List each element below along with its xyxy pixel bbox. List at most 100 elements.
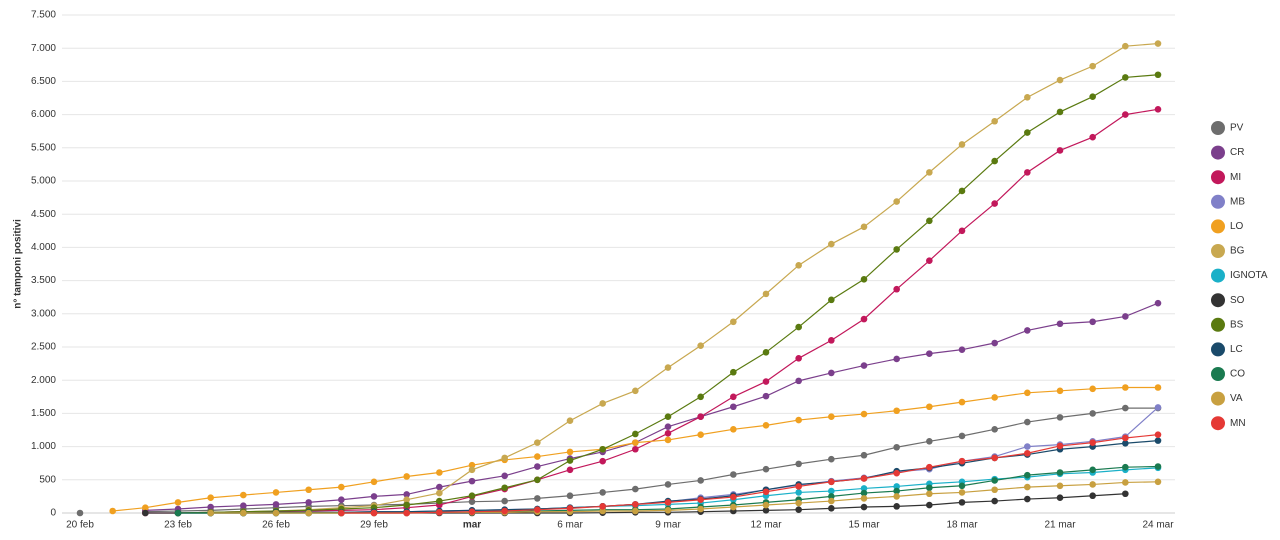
data-point	[436, 497, 443, 505]
data-point	[599, 489, 606, 496]
data-point	[1122, 42, 1129, 50]
data-point	[76, 509, 84, 517]
data-point	[1154, 384, 1162, 391]
data-point	[1154, 431, 1162, 438]
data-point	[730, 368, 737, 376]
y-tick-label: 0	[50, 508, 56, 519]
data-point	[1154, 105, 1162, 113]
data-point	[697, 505, 704, 513]
series	[174, 71, 1162, 517]
y-tick-label: 7.000	[31, 43, 56, 54]
data-point	[632, 507, 639, 515]
data-point	[1122, 313, 1129, 320]
y-tick-label: 4.000	[31, 242, 56, 253]
data-point	[926, 437, 933, 445]
data-point	[566, 492, 574, 500]
data-point	[958, 489, 966, 496]
data-point	[991, 454, 998, 462]
y-tick-label: 6.500	[31, 76, 56, 87]
data-point	[207, 509, 214, 517]
legend-label: CR	[1230, 147, 1244, 158]
x-tick-label: 18 mar	[946, 520, 978, 531]
data-point	[762, 488, 770, 496]
data-point	[926, 169, 933, 176]
data-point	[860, 475, 868, 482]
series-line	[471, 467, 1159, 512]
data-point	[207, 503, 214, 511]
data-point	[664, 413, 672, 421]
data-point	[109, 507, 116, 515]
data-point	[926, 490, 933, 498]
data-point	[926, 501, 933, 509]
data-point	[403, 496, 410, 504]
data-point	[1122, 384, 1129, 391]
data-point	[1122, 490, 1129, 498]
data-point	[795, 506, 802, 513]
data-point	[795, 262, 802, 269]
data-point	[664, 499, 672, 506]
data-point	[730, 393, 737, 401]
data-point	[566, 505, 574, 512]
series-line	[145, 302, 1159, 511]
data-point	[762, 422, 770, 429]
data-point	[828, 505, 835, 512]
y-tick-label: 3.000	[31, 308, 56, 319]
y-tick-label: 2.500	[31, 342, 56, 353]
data-point	[1089, 385, 1096, 393]
y-tick-label: 3.500	[31, 275, 56, 286]
data-point	[468, 461, 476, 469]
x-tick-label: 15 mar	[848, 520, 880, 531]
data-point	[828, 497, 835, 505]
data-point	[991, 200, 998, 207]
data-point	[338, 509, 345, 517]
data-point	[860, 275, 868, 283]
data-point	[272, 501, 280, 508]
data-point	[632, 485, 639, 493]
data-point	[762, 349, 770, 356]
data-point	[403, 501, 410, 509]
data-point	[958, 346, 966, 353]
data-point	[926, 403, 933, 411]
legend-swatch	[1211, 170, 1225, 185]
legend-swatch	[1211, 367, 1225, 381]
data-point	[762, 392, 770, 400]
data-point	[860, 503, 868, 511]
data-point	[795, 416, 802, 424]
x-tick-label: 26 feb	[262, 520, 290, 531]
x-tick-label: 24 mar	[1142, 520, 1174, 531]
data-point	[697, 393, 704, 401]
legend-swatch	[1211, 244, 1225, 258]
data-point	[860, 410, 868, 418]
data-point	[1089, 466, 1096, 474]
data-point	[1024, 483, 1031, 491]
data-point	[697, 496, 704, 504]
data-point	[730, 471, 737, 478]
series-line	[145, 108, 1159, 514]
data-point	[468, 498, 476, 506]
data-point	[991, 117, 998, 125]
data-point	[1089, 439, 1096, 446]
data-point	[305, 499, 312, 506]
data-point	[599, 457, 606, 465]
series-line	[177, 74, 1159, 514]
data-point	[1056, 76, 1064, 84]
data-point	[1024, 471, 1031, 479]
data-point	[436, 489, 443, 497]
data-point	[1024, 443, 1031, 450]
data-point	[1056, 469, 1064, 476]
data-point	[958, 187, 966, 195]
data-point	[1024, 327, 1031, 334]
y-tick-label: 1.000	[31, 441, 56, 452]
series	[142, 299, 1162, 514]
data-point	[926, 484, 933, 492]
data-point	[1089, 62, 1096, 70]
data-point	[828, 455, 835, 463]
data-point	[566, 457, 574, 464]
data-point	[730, 318, 737, 326]
data-point	[991, 157, 998, 165]
data-point	[958, 141, 966, 148]
data-point	[468, 508, 476, 515]
data-point	[926, 463, 933, 471]
data-point	[142, 509, 149, 517]
data-point	[893, 503, 900, 510]
